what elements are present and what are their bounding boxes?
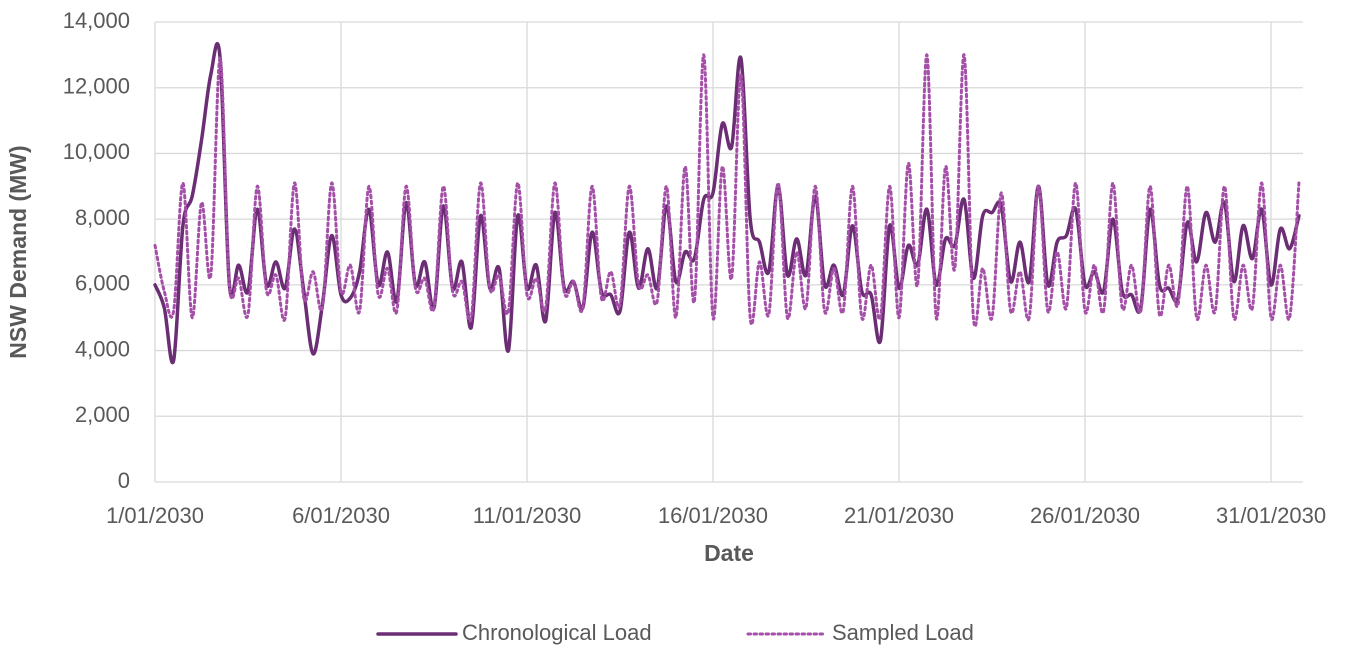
x-tick-label: 11/01/2030	[473, 503, 581, 528]
series-line	[153, 53, 1301, 328]
y-tick-label: 0	[118, 468, 130, 493]
x-tick-label: 26/01/2030	[1030, 503, 1140, 528]
y-axis-title: NSW Demand (MW)	[5, 145, 31, 358]
y-tick-label: 6,000	[75, 271, 130, 296]
x-tick-label: 31/01/2030	[1216, 503, 1326, 528]
y-tick-label: 8,000	[75, 205, 130, 230]
legend-label: Chronological Load	[462, 620, 652, 645]
y-tick-label: 12,000	[63, 74, 130, 99]
x-tick-label: 21/01/2030	[844, 503, 954, 528]
y-tick-label: 14,000	[63, 8, 130, 33]
y-tick-label: 4,000	[75, 336, 130, 361]
legend-label: Sampled Load	[832, 620, 974, 645]
y-tick-label: 10,000	[63, 139, 130, 164]
x-tick-label: 16/01/2030	[658, 503, 768, 528]
series-line	[153, 41, 1301, 365]
x-tick-label: 1/01/2030	[106, 503, 204, 528]
y-tick-label: 2,000	[75, 402, 130, 427]
x-axis-title: Date	[704, 540, 754, 566]
x-tick-label: 6/01/2030	[292, 503, 390, 528]
